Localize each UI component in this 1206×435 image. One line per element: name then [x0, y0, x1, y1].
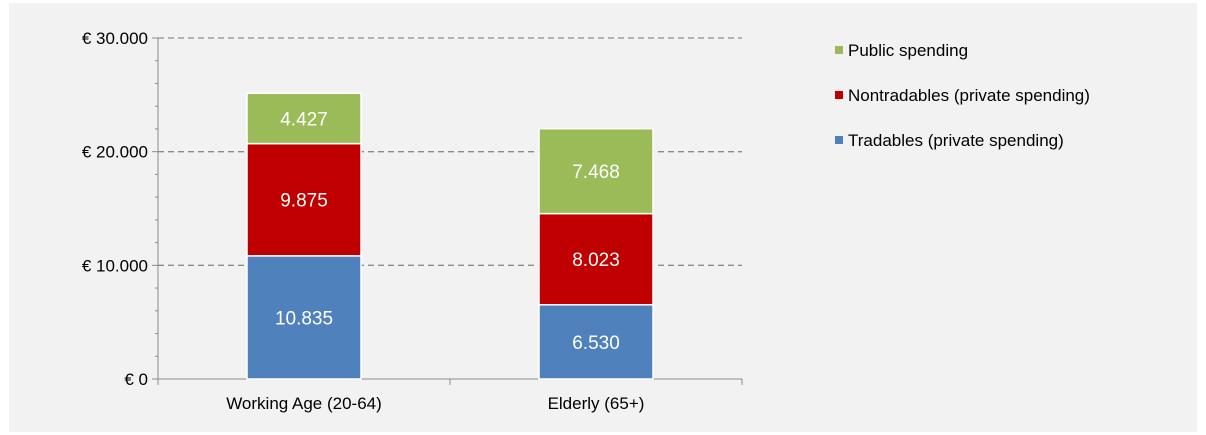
- bar-tradables-0: [246, 255, 362, 380]
- y-tick-label-2: € 20.000: [82, 143, 148, 162]
- bar-tradables-1: [538, 304, 654, 380]
- legend-item-tradables: Tradables (private spending): [835, 131, 1090, 155]
- stacked-bar-chart: € 0 € 10.000 € 20.000 € 30.000 10.835 9.875 4.…: [82, 29, 743, 413]
- data-label-nontradables-0: 9.875: [280, 191, 328, 212]
- legend-label-tradables: Tradables (private spending): [848, 131, 1064, 150]
- data-label-public-0: 4.427: [280, 109, 328, 130]
- bar-public-0: [246, 92, 362, 145]
- data-label-tradables-0: 10.835: [275, 308, 333, 329]
- data-label-public-1: 7.468: [572, 162, 620, 183]
- data-label-nontradables-1: 8.023: [572, 250, 620, 271]
- legend-label-public: Public spending: [848, 41, 969, 60]
- bar-nontradables-0: [246, 142, 362, 257]
- bar-public-1: [538, 127, 654, 215]
- legend-item-public: Public spending: [835, 41, 1090, 65]
- legend-swatch-public: [835, 46, 843, 54]
- x-category-label-0: Working Age (20-64): [226, 394, 382, 413]
- y-tick-label-3: € 30.000: [82, 29, 148, 48]
- chart-frame: € 0 € 10.000 € 20.000 € 30.000 10.835 9.875 4.…: [9, 3, 1197, 432]
- y-tick-label-1: € 10.000: [82, 256, 148, 275]
- legend-swatch-nontradables: [835, 91, 843, 99]
- legend-swatch-tradables: [835, 136, 843, 144]
- legend: Public spending Nontradables (private sp…: [835, 41, 1090, 176]
- legend-item-nontradables: Nontradables (private spending): [835, 86, 1090, 110]
- data-label-tradables-1: 6.530: [572, 333, 620, 354]
- y-tick-label-0: € 0: [124, 370, 148, 389]
- legend-label-nontradables: Nontradables (private spending): [848, 86, 1090, 105]
- x-category-label-1: Elderly (65+): [548, 394, 645, 413]
- bar-nontradables-1: [538, 212, 654, 306]
